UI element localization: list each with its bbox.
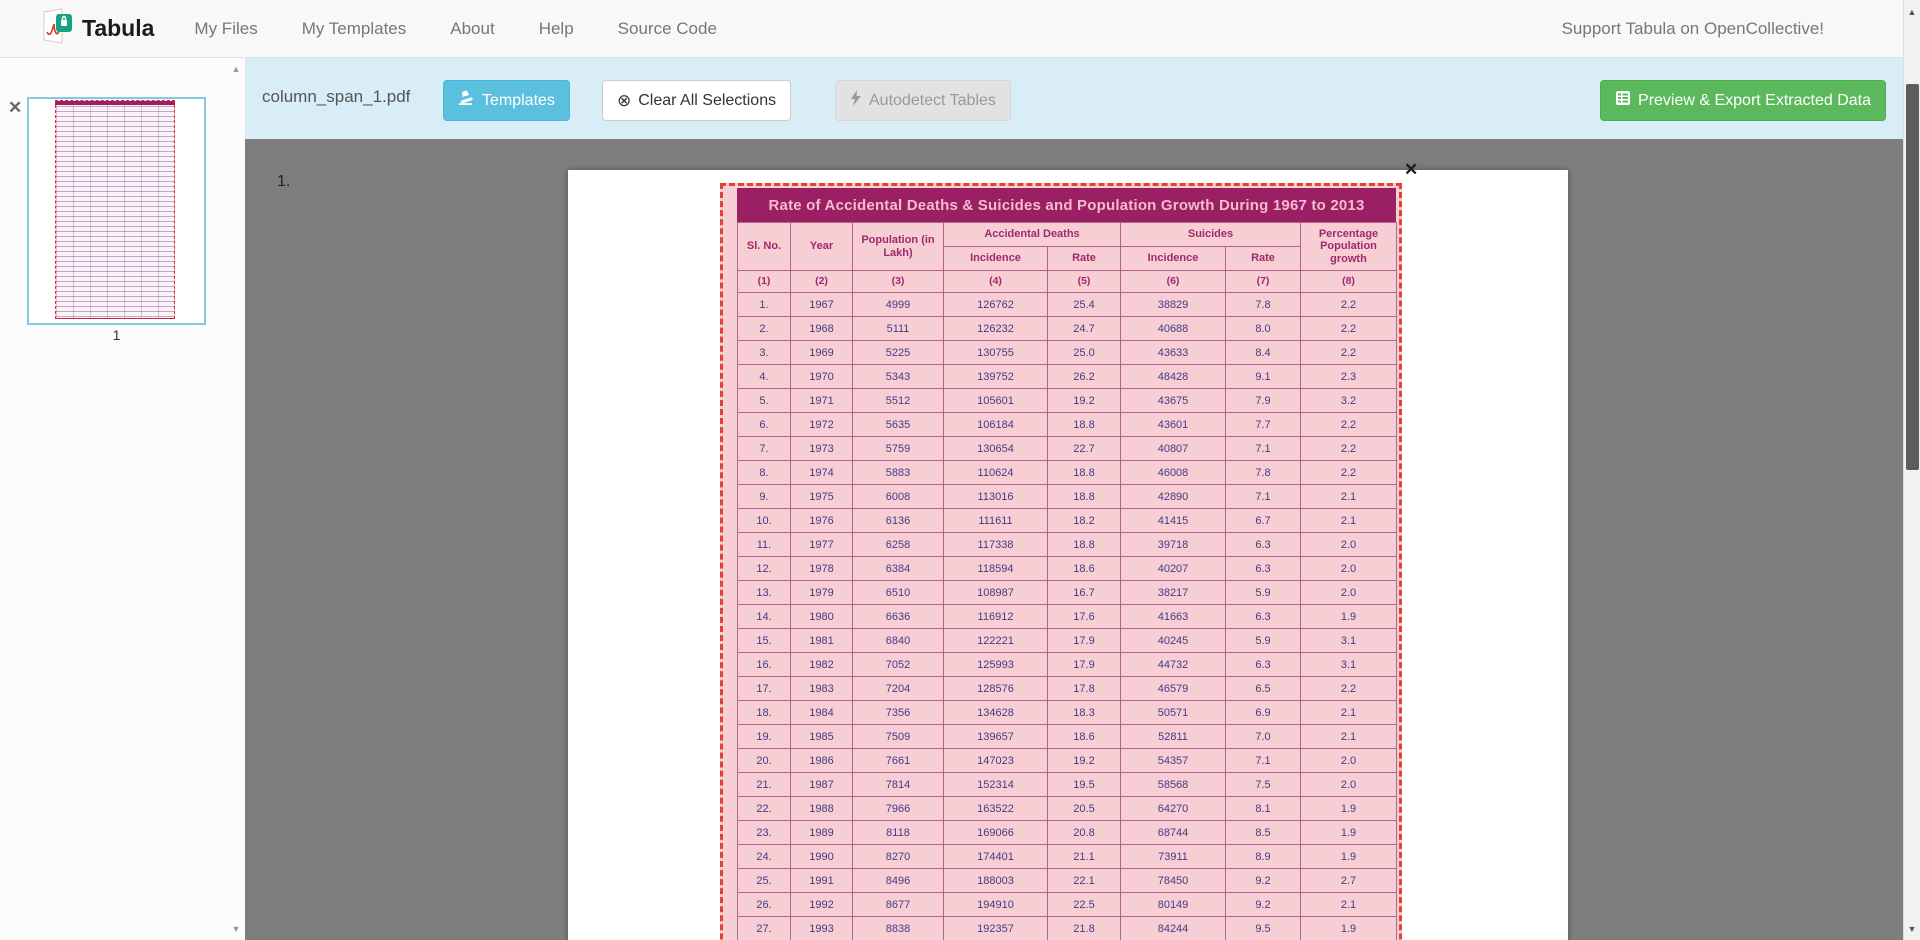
col-header-sl-no: Sl. No. xyxy=(737,222,791,271)
top-navbar: Tabula My Files My Templates About Help … xyxy=(0,0,1920,58)
tabula-pdf-logo-icon xyxy=(42,8,73,49)
nav-menu: My Files My Templates About Help Source … xyxy=(194,19,716,39)
column-number-row: (1) (2) (3) (4) (5) (6) (7) (8) xyxy=(737,270,1397,293)
window-scrollbar[interactable]: ▲ ▼ xyxy=(1903,0,1920,940)
circle-x-icon: ⊗ xyxy=(617,91,632,110)
selection-close-icon[interactable]: ✕ xyxy=(1404,160,1419,179)
extraction-table: Sl. No. Year Population (in Lakh) Accide… xyxy=(737,222,1397,940)
brand[interactable]: Tabula xyxy=(42,8,154,49)
table-row: 2. 1968 5111 126232 24.7 40688 8.0 2.2 xyxy=(737,316,1397,341)
page-thumbnail[interactable] xyxy=(27,97,206,325)
pdf-viewer-area: 1. ✕ Rate of Accidental Deaths & Suicide… xyxy=(245,139,1903,940)
col-header-s-incidence: Incidence xyxy=(1120,246,1226,271)
templates-button[interactable]: Templates xyxy=(443,80,570,121)
col-header-ad-rate: Rate xyxy=(1047,246,1121,271)
table-row: 21. 1987 7814 152314 19.5 58568 7.5 2.0 xyxy=(737,772,1397,797)
table-row: 13. 1979 6510 108987 16.7 38217 5.9 2.0 xyxy=(737,580,1397,605)
table-row: 22. 1988 7966 163522 20.5 64270 8.1 1.9 xyxy=(737,796,1397,821)
table-row: 15. 1981 6840 122221 17.9 40245 5.9 3.1 xyxy=(737,628,1397,653)
clear-all-selections-button[interactable]: ⊗ Clear All Selections xyxy=(602,80,792,121)
nav-item-about[interactable]: About xyxy=(450,18,495,38)
current-filename: column_span_1.pdf xyxy=(262,87,411,106)
export-table-icon xyxy=(1615,90,1631,111)
remove-file-icon[interactable]: ✕ xyxy=(8,98,23,117)
table-row: 12. 1978 6384 118594 18.6 40207 6.3 2.0 xyxy=(737,556,1397,581)
clear-button-label: Clear All Selections xyxy=(638,91,777,109)
table-row: 14. 1980 6636 116912 17.6 41663 6.3 1.9 xyxy=(737,604,1397,629)
table-row: 26. 1992 8677 194910 22.5 80149 9.2 2.1 xyxy=(737,892,1397,917)
page-marker: 1. xyxy=(277,173,291,190)
thumbnail-selection-overlay xyxy=(55,100,175,319)
sidebar-scroll-up-icon[interactable]: ▲ xyxy=(231,64,241,74)
table-row: 20. 1986 7661 147023 19.2 54357 7.1 2.0 xyxy=(737,748,1397,773)
table-row: 27. 1993 8838 192357 21.8 84244 9.5 1.9 xyxy=(737,916,1397,940)
table-row: 10. 1976 6136 111611 18.2 41415 6.7 2.1 xyxy=(737,508,1397,533)
nav-item-my-templates[interactable]: My Templates xyxy=(301,18,407,38)
table-row: 3. 1969 5225 130755 25.0 43633 8.4 2.2 xyxy=(737,340,1397,365)
export-button-label: Preview & Export Extracted Data xyxy=(1638,91,1871,109)
table-row: 6. 1972 5635 106184 18.8 43601 7.7 2.2 xyxy=(737,412,1397,437)
table-row: 8. 1974 5883 110624 18.8 46008 7.8 2.2 xyxy=(737,460,1397,485)
pdf-page[interactable]: ✕ Rate of Accidental Deaths & Suicides a… xyxy=(568,160,1568,940)
brand-name: Tabula xyxy=(82,15,155,41)
table-row: 17. 1983 7204 128576 17.8 46579 6.5 2.2 xyxy=(737,676,1397,701)
lightning-bolt-icon xyxy=(850,90,862,111)
table-row: 25. 1991 8496 188003 22.1 78450 9.2 2.7 xyxy=(737,868,1397,893)
scrollbar-thumb[interactable] xyxy=(1906,84,1919,470)
sidebar-scroll-down-icon[interactable]: ▼ xyxy=(231,924,241,934)
table-row: 7. 1973 5759 130654 22.7 40807 7.1 2.2 xyxy=(737,436,1397,461)
table-header: Sl. No. Year Population (in Lakh) Accide… xyxy=(737,222,1397,293)
table-body: 1. 1967 4999 126762 25.4 38829 7.8 2.2 2. 1968 511… xyxy=(737,292,1397,940)
table-row: 16. 1982 7052 125993 17.9 44732 6.3 3.1 xyxy=(737,652,1397,677)
col-header-accidental-deaths: Accidental Deaths xyxy=(943,222,1121,247)
nav-item-help[interactable]: Help xyxy=(538,18,574,38)
scrollbar-down-icon[interactable]: ▼ xyxy=(1907,924,1917,934)
table-row: 24. 1990 8270 174401 21.1 73911 8.9 1.9 xyxy=(737,844,1397,869)
table-row: 23. 1989 8118 169066 20.8 68744 8.5 1.9 xyxy=(737,820,1397,845)
col-header-population: Population (in Lakh) xyxy=(852,222,944,271)
document-toolbar: column_span_1.pdf Templates ⊗ Clear All … xyxy=(245,58,1903,139)
table-row: 4. 1970 5343 139752 26.2 48428 9.1 2.3 xyxy=(737,364,1397,389)
preview-export-button[interactable]: Preview & Export Extracted Data xyxy=(1600,80,1886,121)
table-row: 11. 1977 6258 117338 18.8 39718 6.3 2.0 xyxy=(737,532,1397,557)
table-row: 19. 1985 7509 139657 18.6 52811 7.0 2.1 xyxy=(737,724,1397,749)
autodetect-tables-button[interactable]: Autodetect Tables xyxy=(835,80,1011,121)
table-row: 5. 1971 5512 105601 19.2 43675 7.9 3.2 xyxy=(737,388,1397,413)
templates-button-label: Templates xyxy=(482,91,555,109)
col-header-s-rate: Rate xyxy=(1225,246,1301,271)
table-title: Rate of Accidental Deaths & Suicides and… xyxy=(737,188,1396,222)
page-thumbnail-sidebar: ✕ 1 ▲ ▼ xyxy=(0,58,245,940)
nav-item-my-files[interactable]: My Files xyxy=(194,18,258,38)
col-header-percentage-growth: Percentage Population growth xyxy=(1300,222,1397,271)
col-header-ad-incidence: Incidence xyxy=(943,246,1048,271)
table-row: 9. 1975 6008 113016 18.8 42890 7.1 2.1 xyxy=(737,484,1397,509)
scrollbar-up-icon[interactable]: ▲ xyxy=(1907,7,1917,17)
table-selection-region[interactable]: Rate of Accidental Deaths & Suicides and… xyxy=(720,183,1402,940)
table-row: 18. 1984 7356 134628 18.3 50571 6.9 2.1 xyxy=(737,700,1397,725)
template-stamp-icon xyxy=(458,90,475,111)
autodetect-button-label: Autodetect Tables xyxy=(869,91,996,109)
col-header-year: Year xyxy=(790,222,853,271)
support-link[interactable]: Support Tabula on OpenCollective! xyxy=(1561,18,1824,38)
col-header-suicides: Suicides xyxy=(1120,222,1301,247)
thumbnail-page-number: 1 xyxy=(112,327,121,343)
table-row: 1. 1967 4999 126762 25.4 38829 7.8 2.2 xyxy=(737,292,1397,317)
nav-item-source-code[interactable]: Source Code xyxy=(617,18,717,38)
extracted-table-wrapper: Rate of Accidental Deaths & Suicides and… xyxy=(737,188,1397,940)
